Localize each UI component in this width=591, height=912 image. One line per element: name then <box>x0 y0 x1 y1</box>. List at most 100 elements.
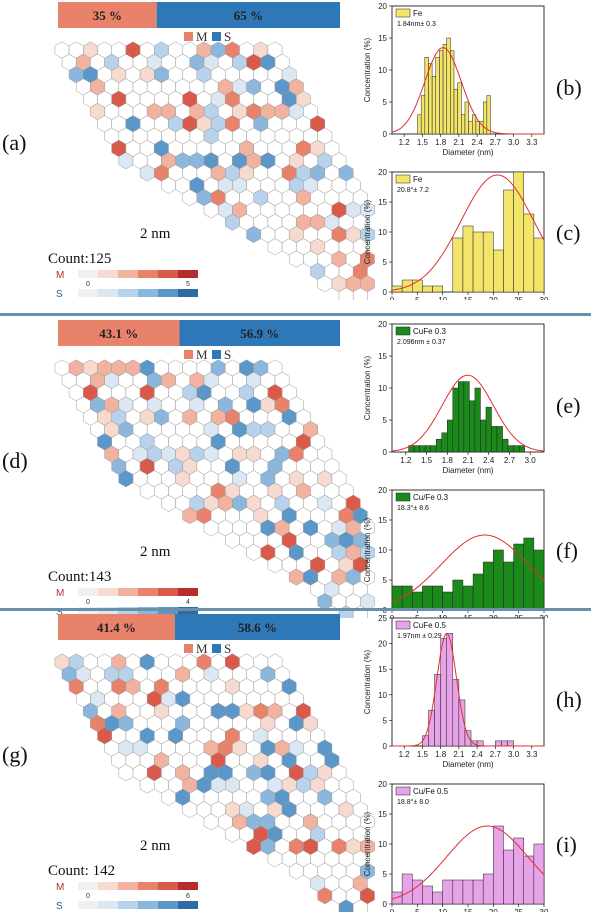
fit-stat-label: 18.3°± 8.6 <box>397 504 429 512</box>
legend-label: Fe <box>413 175 423 184</box>
gaussian-fit-line <box>391 174 545 291</box>
metallic-percent-label: 35 % <box>93 8 122 23</box>
colorbar-m-cell <box>78 882 98 890</box>
count-label: Count: 142 <box>48 863 115 879</box>
scale-bar-label: 2 nm <box>140 838 171 854</box>
histogram-bar <box>435 56 440 135</box>
histogram-bar <box>458 699 466 747</box>
colorbar-m-cell <box>138 270 158 278</box>
colorbar-s-cell <box>78 607 98 615</box>
histogram-bar <box>442 879 454 905</box>
colorbar-s-cell <box>78 289 98 297</box>
histogram-bar <box>432 891 443 905</box>
legend-s-swatch <box>212 350 221 359</box>
histogram-i: 05101520253005101520Chiral Angle (°)Conc… <box>363 780 549 912</box>
y-tick-label: 0 <box>383 900 388 909</box>
fit-stat-label: 2.096nm ± 0.37 <box>397 339 446 346</box>
semiconducting-percent-label: 65 % <box>234 8 263 23</box>
legend-s-label: S <box>224 29 231 44</box>
histogram-bar <box>518 445 525 453</box>
histogram-bar <box>503 189 514 293</box>
x-tick-label: 3.0 <box>508 750 520 759</box>
y-tick-label: 5 <box>383 258 388 267</box>
legend-label: CuFe 0.5 <box>413 621 446 630</box>
legend-swatch <box>395 620 411 630</box>
panel-separator-1 <box>0 313 591 316</box>
histogram-bar <box>507 445 514 453</box>
x-tick-label: 1.5 <box>417 750 429 759</box>
histogram-bar <box>533 549 545 611</box>
metallic-percent-label: 41.4 % <box>97 620 136 635</box>
histogram-bar <box>413 445 420 453</box>
histogram-bar <box>458 381 465 453</box>
histogram-bar <box>439 50 444 135</box>
histogram-bar <box>523 213 535 293</box>
y-tick-label: 5 <box>383 416 388 425</box>
x-tick-label: 10 <box>438 296 447 300</box>
x-tick-label: 10 <box>438 614 447 618</box>
colorbar-s-label: S <box>56 607 63 618</box>
chirality-map <box>54 359 375 618</box>
legend-label: Cu/Fe 0.5 <box>413 787 449 796</box>
semiconducting-percent-bar <box>156 2 340 28</box>
x-tick-label: 30 <box>540 614 549 618</box>
legend-m-label: M <box>196 29 208 44</box>
colorbar-s-cell <box>158 607 178 615</box>
histogram-bar <box>472 573 484 611</box>
colorbar-s-cell <box>138 289 158 297</box>
y-tick-label: 20 <box>378 780 387 789</box>
colorbar-m-label: M <box>56 588 64 599</box>
histogram-bar <box>501 740 508 747</box>
x-tick-label: 0 <box>390 614 395 618</box>
panel-label-map: (d) <box>2 448 28 473</box>
histogram-bar <box>496 426 503 453</box>
colorbar-s-label: S <box>56 289 63 300</box>
histogram-bar <box>485 406 492 453</box>
x-tick-label: 25 <box>514 296 523 300</box>
y-tick-label: 15 <box>378 198 387 207</box>
histogram-bar <box>493 549 504 611</box>
legend-m-swatch <box>184 350 193 359</box>
histogram-bar <box>533 237 545 293</box>
x-tick-label: 1.8 <box>442 456 454 465</box>
colorbar-m-label: M <box>56 882 64 893</box>
colorbar-m-cell <box>98 270 118 278</box>
x-tick-label: 2.1 <box>453 138 465 147</box>
y-tick-label: 10 <box>378 228 387 237</box>
histogram-bar <box>441 432 448 453</box>
x-tick-label: 25 <box>514 614 523 618</box>
y-tick-label: 20 <box>378 640 387 649</box>
x-tick-label: 2.1 <box>462 456 474 465</box>
x-tick-label: 1.2 <box>400 456 412 465</box>
colorbar-s-cell <box>178 901 198 909</box>
x-axis-label: Diameter (nm) <box>442 148 493 157</box>
histogram-bar <box>472 231 484 293</box>
panel-label-diameter: (e) <box>556 393 580 418</box>
metallic-percent-label: 43.1 % <box>99 326 138 341</box>
colorbar-s-cell <box>178 289 198 297</box>
histogram-bar <box>391 891 403 905</box>
fit-stat-label: 1.97nm ± 0.29 <box>397 633 442 640</box>
gaussian-fit-line <box>392 632 544 747</box>
colorbar-m-cell <box>178 588 198 596</box>
histogram-bar <box>432 585 443 611</box>
x-tick-label: 3.0 <box>508 138 520 147</box>
colorbar-m-cell <box>158 882 178 890</box>
x-tick-label: 3.0 <box>525 456 537 465</box>
histogram-bar <box>424 56 429 135</box>
colorbar-m-cell <box>118 882 138 890</box>
x-tick-label: 25 <box>514 908 523 912</box>
histogram-bar <box>462 225 474 293</box>
colorbar-m-cell <box>158 588 178 596</box>
histogram-bar <box>474 387 481 453</box>
colorbar-s-cell <box>118 289 138 297</box>
colorbar-m-cell <box>138 882 158 890</box>
x-tick-label: 3.3 <box>526 138 538 147</box>
fit-stat-label: 1.84nm± 0.3 <box>397 21 436 28</box>
histogram-bar <box>462 879 474 905</box>
y-tick-label: 20 <box>378 168 387 177</box>
panel-label-diameter: (b) <box>556 75 582 100</box>
